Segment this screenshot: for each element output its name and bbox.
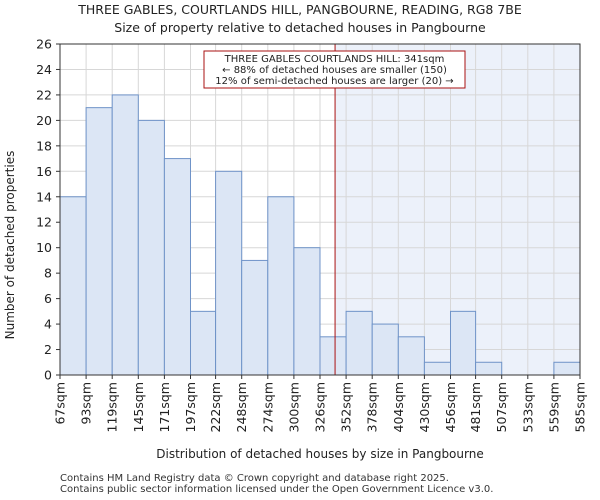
- y-tick-label: 26: [36, 37, 52, 52]
- y-tick-label: 4: [44, 317, 52, 332]
- histogram-bar: [345, 310, 373, 376]
- annotation-line-2: ← 88% of detached houses are smaller (15…: [222, 65, 447, 76]
- x-tick-label: 248sqm: [234, 382, 249, 432]
- chart-title: THREE GABLES, COURTLANDS HILL, PANGBOURN…: [78, 2, 522, 17]
- annotation-line-3: 12% of semi-detached houses are larger (…: [215, 76, 453, 87]
- y-tick-label: 10: [36, 240, 52, 255]
- x-tick-label: 145sqm: [131, 382, 146, 432]
- histogram-bar: [137, 119, 165, 376]
- histogram-bar: [450, 310, 477, 376]
- y-tick-label: 20: [36, 113, 52, 128]
- histogram-bar: [241, 259, 269, 376]
- histogram-bar: [319, 336, 347, 376]
- x-tick-label: 274sqm: [260, 382, 275, 432]
- y-axis-label: Number of detached properties: [3, 151, 17, 340]
- x-axis-ticks: 67sqm 93sqm 119sqm 145sqm 171sqm 197sqm 222sqm…: [53, 375, 588, 432]
- annotation-line-1: THREE GABLES COURTLANDS HILL: 341sqm: [224, 54, 445, 65]
- y-tick-label: 2: [44, 342, 52, 357]
- x-tick-label: 326sqm: [313, 382, 328, 432]
- x-tick-label: 481sqm: [468, 382, 483, 432]
- histogram-bar: [423, 361, 452, 376]
- x-tick-label: 171sqm: [157, 382, 172, 432]
- x-tick-label: 197sqm: [183, 382, 198, 432]
- footer-licence: Contains public sector information licen…: [60, 484, 494, 495]
- x-tick-label: 533sqm: [520, 382, 535, 432]
- histogram-bar: [553, 361, 581, 376]
- x-axis-label: Distribution of detached houses by size …: [156, 447, 483, 461]
- y-tick-label: 0: [44, 368, 52, 383]
- y-tick-label: 18: [36, 138, 52, 153]
- bars: [59, 94, 581, 376]
- histogram-bar: [475, 361, 503, 376]
- x-tick-label: 585sqm: [573, 382, 588, 432]
- x-tick-label: 430sqm: [417, 382, 432, 432]
- histogram-bar: [397, 336, 425, 376]
- x-tick-label: 300sqm: [286, 382, 301, 432]
- histogram-bar: [59, 196, 87, 376]
- x-tick-label: 119sqm: [105, 382, 120, 432]
- histogram-bar: [190, 310, 217, 376]
- x-tick-label: 222sqm: [208, 382, 223, 432]
- footer-copyright: Contains HM Land Registry data © Crown c…: [60, 473, 449, 484]
- x-tick-label: 404sqm: [391, 382, 406, 432]
- histogram-bar: [215, 170, 243, 376]
- histogram-bar: [85, 107, 113, 376]
- histogram-bar: [163, 158, 192, 376]
- x-tick-label: 93sqm: [79, 382, 94, 425]
- histogram-bar: [371, 323, 399, 376]
- x-tick-label: 352sqm: [339, 382, 354, 432]
- annotation-box: THREE GABLES COURTLANDS HILL: 341sqm ← 8…: [203, 50, 466, 89]
- histogram-bar: [267, 196, 295, 376]
- y-tick-label: 22: [36, 87, 52, 102]
- x-tick-label: 378sqm: [365, 382, 380, 432]
- x-tick-label: 559sqm: [546, 382, 561, 432]
- x-tick-label: 507sqm: [494, 382, 509, 432]
- y-tick-label: 16: [36, 164, 52, 179]
- chart-subtitle: Size of property relative to detached ho…: [114, 20, 486, 35]
- y-tick-label: 6: [44, 291, 52, 306]
- histogram-bar: [111, 94, 139, 376]
- annotation-frame: [203, 50, 466, 89]
- histogram-bar: [293, 247, 321, 376]
- y-tick-label: 14: [36, 189, 52, 204]
- y-tick-label: 12: [36, 215, 52, 230]
- x-tick-label: 67sqm: [53, 382, 68, 425]
- x-tick-label: 456sqm: [443, 382, 458, 432]
- y-tick-label: 24: [36, 62, 52, 77]
- y-tick-label: 8: [44, 266, 52, 281]
